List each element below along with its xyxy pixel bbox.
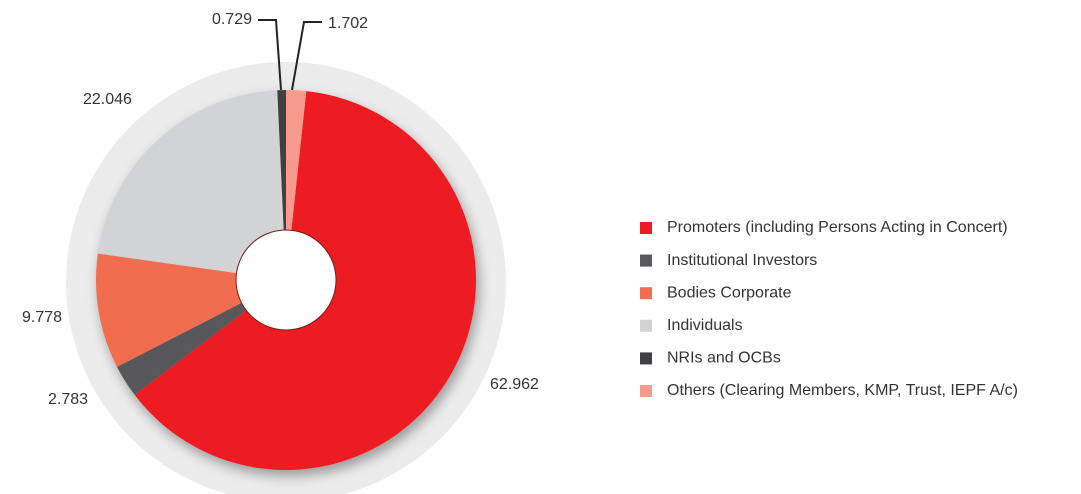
data-label: 0.729 <box>212 11 252 28</box>
legend-label: Promoters (including Persons Acting in C… <box>667 219 1008 236</box>
data-label: 1.702 <box>328 15 368 32</box>
legend-label: Bodies Corporate <box>667 284 792 301</box>
data-label: 62.962 <box>490 376 539 393</box>
legend-label: NRIs and OCBs <box>667 350 781 367</box>
legend-swatch <box>640 254 652 267</box>
legend-swatch <box>640 352 652 365</box>
data-label: 9.778 <box>22 309 62 326</box>
legend-swatch <box>640 287 652 300</box>
pie-slice <box>116 280 286 395</box>
leader-line <box>291 21 322 91</box>
pie-slice <box>97 90 286 280</box>
leader-line <box>258 19 282 91</box>
legend-label: Individuals <box>667 317 743 334</box>
legend-label: Others (Clearing Members, KMP, Trust, IE… <box>667 382 1018 399</box>
legend-swatch <box>640 385 652 397</box>
donut-hole <box>235 229 337 331</box>
data-label: 22.046 <box>83 91 132 108</box>
legend-label: Institutional Investors <box>667 252 817 269</box>
legend-swatch <box>640 319 652 332</box>
legend-swatch <box>640 222 652 234</box>
data-label: 2.783 <box>48 391 88 408</box>
